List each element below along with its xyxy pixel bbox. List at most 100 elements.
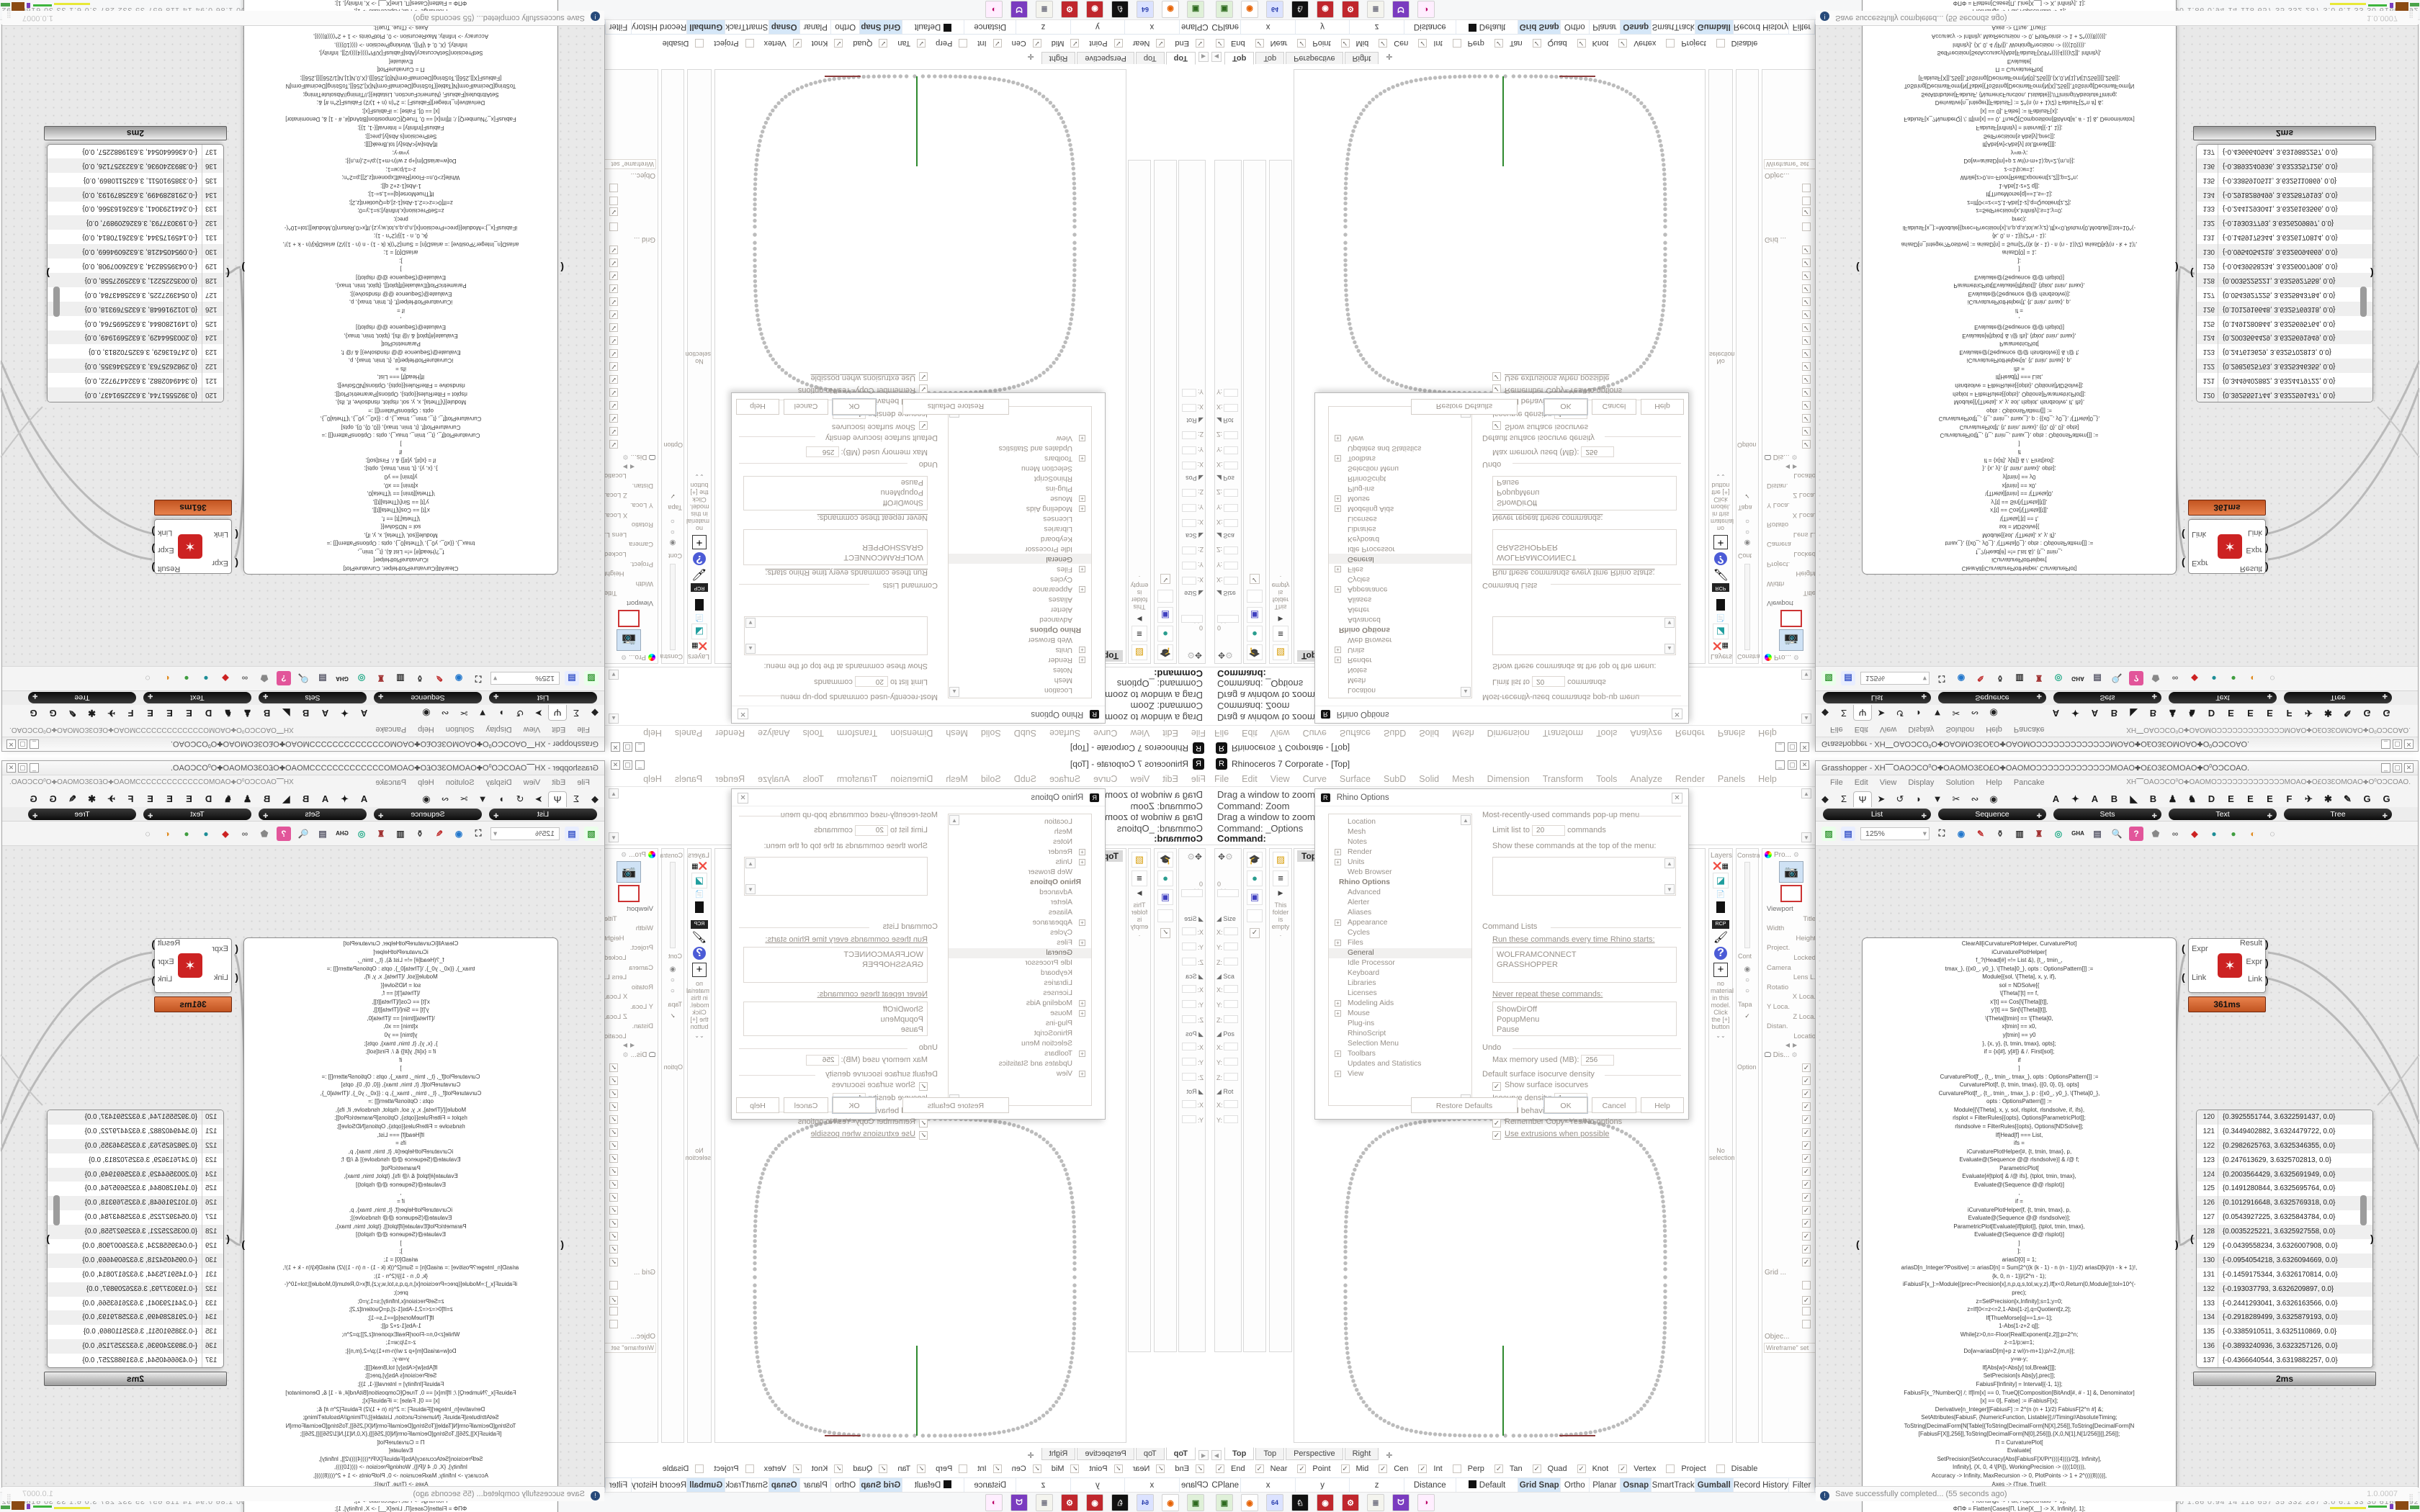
osnap-project[interactable]: Project — [1666, 39, 1706, 48]
point-list-panel[interactable]: 120 {0.3925551744, 3.6322591437, 0.0} 121{… — [47, 1110, 224, 1368]
osnap-near[interactable]: ✓ Near — [1132, 1464, 1165, 1473]
panel-scroll-arrows[interactable]: ◀ ▶ — [1785, 1042, 1798, 1049]
options-tree-item-selection-menu[interactable]: Selection Menu — [1021, 1040, 1072, 1048]
tab-viewport-top[interactable]: Top — [1255, 1448, 1285, 1460]
boxedit-field-input[interactable] — [1182, 503, 1196, 512]
gh-letter-tab-6[interactable]: ♟ — [243, 708, 252, 719]
status-toggle-grid-snap[interactable]: Grid Snap — [859, 1478, 902, 1492]
gh-letter-tab-11[interactable]: E — [147, 793, 153, 804]
taskbar-icon-notepad[interactable]: ≣ — [1036, 1, 1053, 18]
gray-gem-icon[interactable]: ⬟ — [2151, 673, 2160, 684]
boxedit-section-sca[interactable]: ◢ Sca — [1186, 532, 1204, 539]
menu-item-help[interactable]: Help — [643, 774, 662, 784]
layer-new-icon[interactable]: ❌▦ — [691, 642, 707, 649]
camera-icon[interactable]: 📷 — [617, 629, 641, 651]
property-row-distan[interactable]: Distan. — [632, 481, 653, 490]
frame-extents-icon[interactable]: ⛶ — [475, 674, 482, 684]
help-icon[interactable]: ? — [1714, 947, 1727, 960]
gh-letter-tab-16[interactable]: G — [2363, 793, 2371, 804]
point-list-row[interactable]: 131 {-0.1459175344, 3.6326170814, 0.0} — [48, 1267, 223, 1282]
minimize-icon[interactable]: _ — [635, 742, 645, 752]
checkbox-icon[interactable]: ✓ — [1577, 1464, 1586, 1473]
gh-menu-edit[interactable]: Edit — [1854, 778, 1868, 787]
status-toggle-grid-snap[interactable]: Grid Snap — [1518, 20, 1561, 34]
pink-help-icon[interactable]: ? — [277, 826, 291, 841]
boxedit-field-input[interactable] — [1224, 503, 1238, 512]
taskbar-icon-red-gear[interactable]: ⚙ — [1342, 1494, 1359, 1511]
options-tree[interactable]: Location Mesh Notes Render + Units + Web Browse… — [948, 814, 1092, 1106]
options-tree-item-notes[interactable]: Notes — [1053, 666, 1072, 674]
gear-icon[interactable]: ⚙ — [622, 453, 629, 461]
point-list-row[interactable]: 121 {0.3449402882, 3.6324479722, 0.0} — [2197, 373, 2372, 388]
gh-letter-tab-4[interactable]: ◣ — [282, 708, 290, 719]
gh-tab-icon-7[interactable]: ✂ — [1952, 793, 1960, 804]
options-tree-item-toolbars[interactable]: Toolbars + — [949, 1049, 1091, 1059]
doc-script-icon[interactable]: ▤ — [2093, 673, 2102, 684]
gh-menu-pancake[interactable]: Pancake — [2013, 725, 2045, 734]
gh-menu-help[interactable]: Help — [418, 778, 434, 787]
mathematica-component[interactable]: Expr Link Result Expr Link ✶ ( ( ) ) ) — [2182, 938, 2269, 993]
status-field-distance[interactable]: Distance — [1404, 20, 1456, 34]
taskbar-icon-launcher[interactable]: ▣ — [1187, 1494, 1204, 1511]
status-toggle-filter[interactable]: Filter — [605, 20, 631, 34]
taskbar-icon-firefox[interactable]: ◉ — [1241, 1, 1258, 18]
gh-letter-tab-7[interactable]: ♞ — [223, 708, 233, 719]
point-list-row[interactable]: 134 {-0.2918289499, 3.6325879193, 0.0} — [48, 1310, 223, 1326]
menu-item-help[interactable]: Help — [643, 728, 662, 738]
property-row-yloca[interactable]: Y Loca. — [629, 1002, 653, 1011]
gh-tab-icon-0[interactable]: ◆ — [1821, 708, 1829, 719]
save-floppy-icon[interactable]: ▤ — [1841, 671, 1855, 686]
options-tree-item-notes[interactable]: Notes — [1053, 838, 1072, 846]
point-list-row[interactable]: 131 {-0.1459175344, 3.6326170814, 0.0} — [48, 230, 223, 245]
black-swatch[interactable] — [695, 901, 704, 913]
menu-item-analyze[interactable]: Analyze — [758, 774, 790, 784]
point-list-row[interactable]: 132 {-0.193037793, 3.6326209897, 0.0} — [2197, 215, 2372, 230]
osnap-perp[interactable]: Perp — [1452, 1464, 1484, 1473]
point-list-row[interactable]: 133 {-0.2441293041, 3.6326163566, 0.0} — [2197, 201, 2372, 216]
point-list-row[interactable]: 122 {0.2982625763, 3.6325346355, 0.0} — [2197, 1138, 2372, 1153]
options-tree-item-idle-processor[interactable]: Idle Processor — [1348, 545, 1395, 553]
gh-letter-tab-17[interactable]: G — [2383, 708, 2390, 719]
display-checkbox[interactable]: ✓ — [1802, 1115, 1811, 1125]
osnap-cen[interactable]: ✓ Cen — [1011, 1464, 1041, 1473]
display-checkbox[interactable]: ✓ — [609, 1245, 618, 1254]
menu-item-help[interactable]: Help — [1758, 774, 1777, 784]
expand-icon[interactable]: + — [1335, 455, 1341, 462]
checkbox-icon[interactable]: ✓ — [1255, 39, 1264, 48]
green-ball-icon[interactable]: ● — [2231, 673, 2236, 684]
status-field-y[interactable]: y — [1070, 1478, 1125, 1492]
display-checkbox[interactable]: ✓ — [609, 1102, 618, 1112]
menu-item-panels[interactable]: Panels — [1717, 728, 1746, 738]
point-list-row[interactable]: 134 {-0.2918289499, 3.6325879193, 0.0} — [48, 186, 223, 202]
boxedit-section-size[interactable]: ◢ Size — [1184, 590, 1204, 597]
point-list-row[interactable]: 120 {0.3925551744, 3.6322591437, 0.0} — [48, 1110, 223, 1125]
gh-letter-tab-12[interactable]: F — [127, 708, 134, 719]
boxedit-section-size[interactable]: ◢ Size — [1184, 915, 1204, 922]
restore-defaults-button[interactable]: Restore Defaults — [902, 399, 1009, 415]
options-tree-item-idle-processor[interactable]: Idle Processor — [1025, 959, 1072, 967]
tab-properties[interactable]: Pro... — [1774, 653, 1791, 661]
status-field-x[interactable]: x — [1241, 20, 1296, 34]
property-row-height[interactable]: Height — [1796, 570, 1816, 578]
gh-letter-tab-7[interactable]: ♞ — [223, 793, 233, 804]
gh-tab-icon-9[interactable]: ◉ — [1989, 793, 1998, 804]
empty-swatch[interactable] — [1157, 909, 1173, 922]
tab-properties[interactable]: Pro... — [629, 851, 646, 859]
osnap-end[interactable]: ✓ End — [1175, 39, 1204, 48]
gh-menu-file[interactable]: File — [577, 778, 590, 787]
taskbar-icon-rhino-app[interactable]: ♘ — [1291, 1494, 1309, 1511]
gh-menu-view[interactable]: View — [523, 778, 541, 787]
options-tree-item-files[interactable]: Files + — [1329, 564, 1471, 574]
boxedit-section-pos[interactable]: ◢ Pos — [1186, 1030, 1204, 1038]
gha-icon[interactable]: GHA — [2071, 830, 2084, 837]
help-icon[interactable]: ? — [1714, 552, 1727, 565]
options-tree-item-toolbars[interactable]: Toolbars + — [1329, 453, 1471, 463]
gh-subtab-list[interactable]: List ✚ — [489, 692, 597, 703]
boxedit-field-input[interactable] — [1224, 985, 1238, 994]
gh-letter-tab-12[interactable]: F — [2286, 793, 2293, 804]
display-checkbox[interactable]: ✓ — [1802, 1219, 1811, 1228]
gh-subtab-sequence[interactable]: Sequence ✚ — [374, 692, 482, 703]
frame-extents-icon[interactable]: ⛶ — [1938, 674, 1945, 684]
checkbox-icon[interactable]: ✓ — [1618, 39, 1628, 48]
